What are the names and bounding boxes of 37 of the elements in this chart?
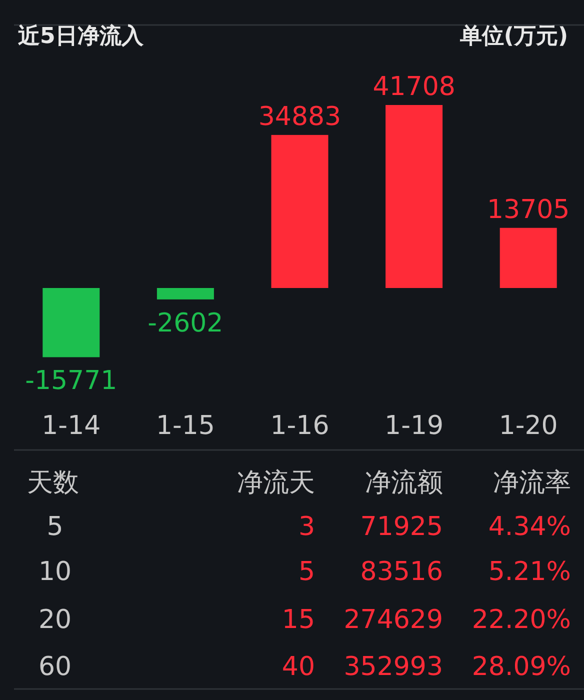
chart-subtitle: 单位(万元) xyxy=(458,24,568,49)
chart-title: 近5日净流入 xyxy=(17,23,144,49)
bar xyxy=(156,288,214,300)
bar xyxy=(386,105,443,288)
x-tick-label: 1-20 xyxy=(498,411,558,441)
text: 40 xyxy=(282,652,315,682)
text: 5 xyxy=(298,557,315,587)
text: 60 xyxy=(38,652,72,682)
text: 净流天 xyxy=(237,468,315,498)
data-label: 34883 xyxy=(258,102,342,132)
data-label: 13705 xyxy=(486,194,570,225)
text: 3 xyxy=(298,512,315,542)
text: 22.20% xyxy=(472,605,571,635)
data-label: -15771 xyxy=(25,366,118,396)
data-label: 41708 xyxy=(372,72,456,102)
text: 274629 xyxy=(344,605,443,635)
text: 5 xyxy=(46,512,64,542)
text: 83516 xyxy=(360,557,443,587)
text: 净流率 xyxy=(493,468,571,498)
x-tick-label: 1-15 xyxy=(156,411,215,441)
text: 净流额 xyxy=(365,468,443,498)
x-tick-label: 1-14 xyxy=(42,411,101,441)
bar xyxy=(271,134,328,288)
text: 天数 xyxy=(27,468,79,498)
text: 20 xyxy=(38,605,72,635)
x-tick-label: 1-19 xyxy=(384,411,444,441)
x-tick-label: 1-16 xyxy=(270,411,330,441)
data-label: -2602 xyxy=(148,308,224,338)
text: 71925 xyxy=(360,512,443,542)
text: 15 xyxy=(282,605,315,635)
bar xyxy=(500,228,557,288)
text: 28.09% xyxy=(472,652,571,682)
text: 352993 xyxy=(344,652,443,682)
text: 10 xyxy=(38,557,72,587)
bar xyxy=(42,288,100,358)
text: 4.34% xyxy=(488,512,571,542)
text: 5.21% xyxy=(488,557,571,587)
